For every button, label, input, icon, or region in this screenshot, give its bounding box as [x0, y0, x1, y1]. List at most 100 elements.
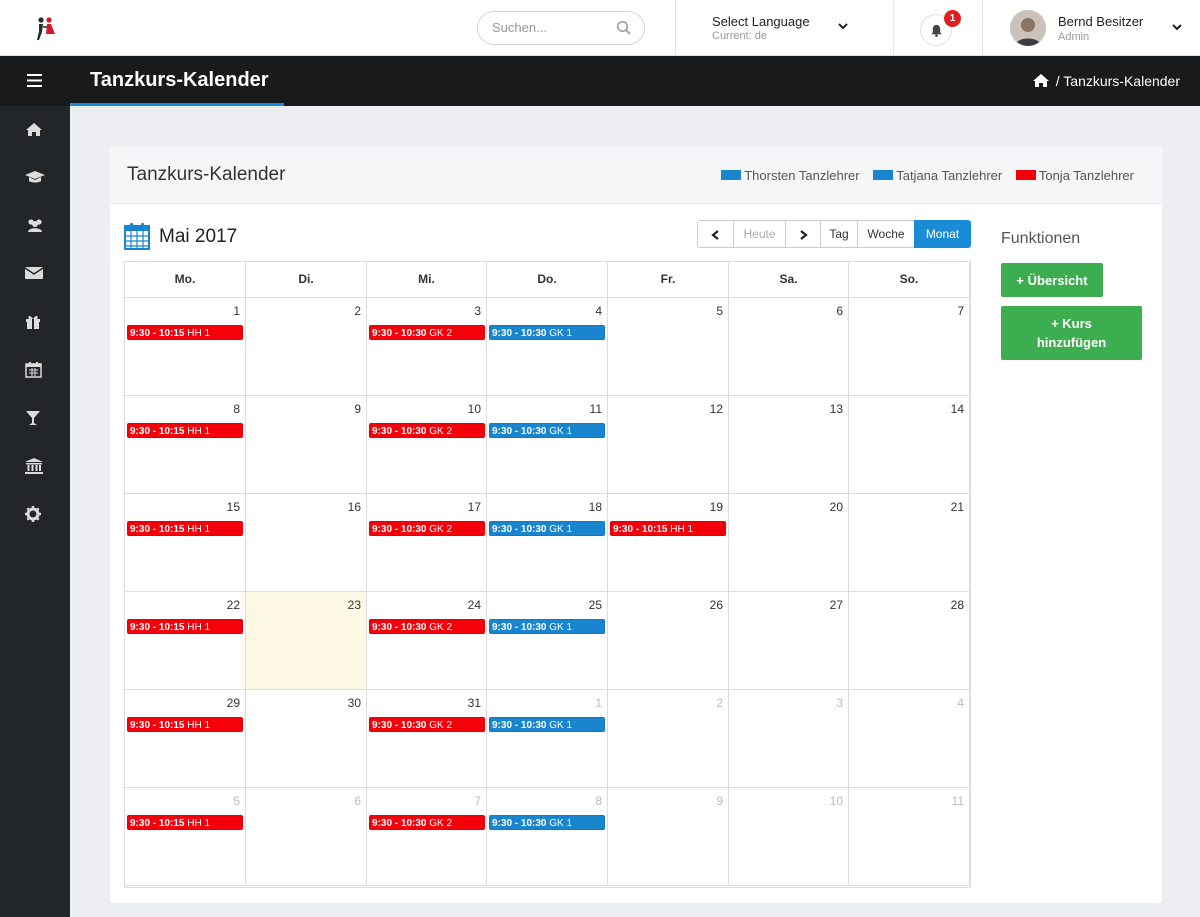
day-cell[interactable]: 9: [246, 396, 367, 494]
day-cell[interactable]: 4 9:30 - 10:30 GK 1: [487, 298, 608, 396]
course-event[interactable]: 9:30 - 10:30 GK 1: [489, 521, 605, 536]
day-cell[interactable]: 9: [608, 788, 729, 886]
search-icon[interactable]: [616, 20, 632, 36]
sidebar-item-calendar[interactable]: [0, 346, 70, 394]
day-cell[interactable]: 10 9:30 - 10:30 GK 2: [367, 396, 487, 494]
course-event[interactable]: 9:30 - 10:30 GK 2: [369, 815, 485, 830]
sidebar-item-vouchers[interactable]: [0, 298, 70, 346]
day-cell[interactable]: 11 9:30 - 10:30 GK 1: [487, 396, 608, 494]
overview-button[interactable]: + Übersicht: [1001, 263, 1103, 297]
menu-toggle-button[interactable]: [0, 56, 70, 106]
sidebar-item-bar[interactable]: [0, 394, 70, 442]
day-view-button[interactable]: Tag: [820, 220, 858, 248]
day-cell[interactable]: 8 9:30 - 10:15 HH 1: [125, 396, 246, 494]
day-cell[interactable]: 2: [608, 690, 729, 788]
event-title: HH 1: [187, 328, 211, 339]
day-cell[interactable]: 19 9:30 - 10:15 HH 1: [608, 494, 729, 592]
sidebar-item-home[interactable]: [0, 106, 70, 154]
event-time: 9:30 - 10:30: [492, 720, 547, 731]
search-box[interactable]: [477, 11, 645, 45]
course-event[interactable]: 9:30 - 10:15 HH 1: [127, 325, 243, 340]
search-input[interactable]: [492, 20, 612, 35]
course-event[interactable]: 9:30 - 10:30 GK 2: [369, 325, 485, 340]
course-event[interactable]: 9:30 - 10:30 GK 2: [369, 717, 485, 732]
day-cell[interactable]: 28: [849, 592, 970, 690]
day-cell[interactable]: 15 9:30 - 10:15 HH 1: [125, 494, 246, 592]
day-cell[interactable]: 16: [246, 494, 367, 592]
legend-item: Tonja Tanzlehrer: [1015, 168, 1134, 183]
day-cell[interactable]: 22 9:30 - 10:15 HH 1: [125, 592, 246, 690]
day-cell[interactable]: 12: [608, 396, 729, 494]
day-cell[interactable]: 2: [246, 298, 367, 396]
course-event[interactable]: 9:30 - 10:30 GK 2: [369, 521, 485, 536]
day-cell[interactable]: 21: [849, 494, 970, 592]
day-cell[interactable]: 1 9:30 - 10:30 GK 1: [487, 690, 608, 788]
sidebar-item-members[interactable]: [0, 202, 70, 250]
prev-button[interactable]: [697, 220, 734, 248]
day-cell[interactable]: 31 9:30 - 10:30 GK 2: [367, 690, 487, 788]
day-cell[interactable]: 27: [729, 592, 849, 690]
sidebar-item-courses[interactable]: [0, 154, 70, 202]
day-cell[interactable]: 7 9:30 - 10:30 GK 2: [367, 788, 487, 886]
dance-couple-logo-icon[interactable]: [30, 16, 60, 42]
course-event[interactable]: 9:30 - 10:15 HH 1: [127, 717, 243, 732]
course-event[interactable]: 9:30 - 10:15 HH 1: [127, 619, 243, 634]
day-cell[interactable]: 20: [729, 494, 849, 592]
today-button[interactable]: Heute: [733, 220, 786, 248]
sidebar-item-messages[interactable]: [0, 250, 70, 298]
day-cell[interactable]: 11: [849, 788, 970, 886]
day-cell[interactable]: 24 9:30 - 10:30 GK 2: [367, 592, 487, 690]
course-event[interactable]: 9:30 - 10:30 GK 2: [369, 423, 485, 438]
course-event[interactable]: 9:30 - 10:30 GK 1: [489, 423, 605, 438]
course-event[interactable]: 9:30 - 10:30 GK 1: [489, 815, 605, 830]
course-event[interactable]: 9:30 - 10:30 GK 1: [489, 717, 605, 732]
day-number: 4: [957, 696, 964, 710]
course-event[interactable]: 9:30 - 10:15 HH 1: [610, 521, 726, 536]
legend-label: Tatjana Tanzlehrer: [896, 168, 1003, 183]
day-cell[interactable]: 5 9:30 - 10:15 HH 1: [125, 788, 246, 886]
sidebar: [0, 106, 70, 917]
day-cell[interactable]: 7: [849, 298, 970, 396]
course-event[interactable]: 9:30 - 10:30 GK 2: [369, 619, 485, 634]
course-event[interactable]: 9:30 - 10:15 HH 1: [127, 521, 243, 536]
event-time: 9:30 - 10:15: [130, 328, 185, 339]
language-selector[interactable]: Select Language Current: de: [712, 14, 862, 46]
event-time: 9:30 - 10:30: [492, 328, 547, 339]
course-event[interactable]: 9:30 - 10:30 GK 1: [489, 325, 605, 340]
home-icon[interactable]: [1032, 73, 1050, 88]
day-cell[interactable]: 5: [608, 298, 729, 396]
day-cell[interactable]: 18 9:30 - 10:30 GK 1: [487, 494, 608, 592]
user-menu[interactable]: Bernd Besitzer Admin: [1010, 10, 1190, 50]
day-cell[interactable]: 30: [246, 690, 367, 788]
day-cell[interactable]: 17 9:30 - 10:30 GK 2: [367, 494, 487, 592]
sidebar-item-finance[interactable]: [0, 442, 70, 490]
day-cell[interactable]: 23: [246, 592, 367, 690]
month-view-button[interactable]: Monat: [914, 220, 971, 248]
course-event[interactable]: 9:30 - 10:15 HH 1: [127, 423, 243, 438]
day-cell[interactable]: 25 9:30 - 10:30 GK 1: [487, 592, 608, 690]
add-course-button[interactable]: + Kurs hinzufügen: [1001, 306, 1142, 360]
day-number: 1: [233, 304, 240, 318]
day-cell[interactable]: 8 9:30 - 10:30 GK 1: [487, 788, 608, 886]
day-cell[interactable]: 3 9:30 - 10:30 GK 2: [367, 298, 487, 396]
event-title: GK 2: [429, 720, 453, 731]
day-cell[interactable]: 6: [729, 298, 849, 396]
divider: [982, 0, 983, 56]
day-cell[interactable]: 26: [608, 592, 729, 690]
day-cell[interactable]: 14: [849, 396, 970, 494]
day-cell[interactable]: 13: [729, 396, 849, 494]
day-number: 23: [347, 598, 361, 612]
day-cell[interactable]: 10: [729, 788, 849, 886]
sidebar-item-settings[interactable]: [0, 490, 70, 538]
day-cell[interactable]: 4: [849, 690, 970, 788]
week-view-button[interactable]: Woche: [857, 220, 915, 248]
course-event[interactable]: 9:30 - 10:15 HH 1: [127, 815, 243, 830]
course-event[interactable]: 9:30 - 10:30 GK 1: [489, 619, 605, 634]
day-cell[interactable]: 3: [729, 690, 849, 788]
day-cell[interactable]: 1 9:30 - 10:15 HH 1: [125, 298, 246, 396]
day-cell[interactable]: 29 9:30 - 10:15 HH 1: [125, 690, 246, 788]
day-number: 8: [233, 402, 240, 416]
legend-label: Tonja Tanzlehrer: [1038, 168, 1134, 183]
next-button[interactable]: [785, 220, 821, 248]
day-cell[interactable]: 6: [246, 788, 367, 886]
